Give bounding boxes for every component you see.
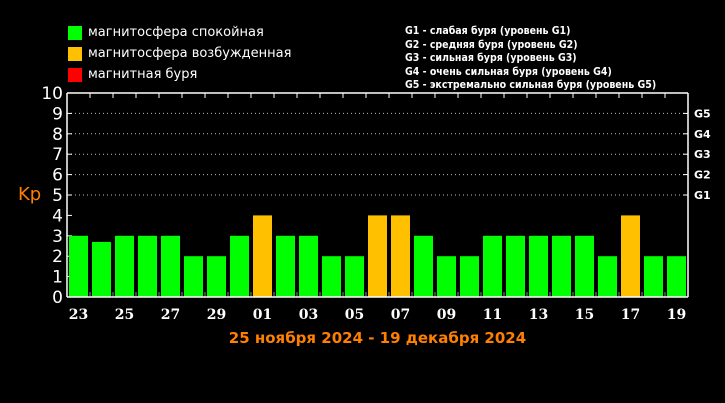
bar-09 (437, 256, 456, 297)
y-tick-label: 5 (52, 186, 63, 206)
bar-26 (138, 235, 157, 297)
legend: магнитосфера спокойная магнитосфера возб… (68, 22, 291, 85)
right-tick-label: G3 (694, 148, 711, 161)
legend-label: магнитосфера спокойная (88, 25, 264, 40)
bar-27 (161, 235, 180, 297)
y-axis-label: Kp (18, 184, 41, 205)
bar-03 (299, 235, 318, 297)
bar-08 (414, 235, 433, 297)
y-tick-label: 6 (52, 166, 63, 186)
g-level-2: G2 - средняя буря (уровень G2) (405, 38, 578, 51)
x-tick-label: 29 (207, 307, 226, 323)
bar-02 (276, 235, 295, 297)
g-level-5: G5 - экстремально сильная буря (уровень … (405, 79, 657, 91)
right-tick-label: G5 (694, 107, 711, 120)
right-tick-label: G2 (694, 169, 711, 182)
legend-swatch-orange (68, 46, 82, 61)
bar-15 (575, 235, 594, 297)
bar-28 (184, 256, 203, 297)
bar-17 (621, 215, 640, 297)
y-tick-label: 3 (52, 227, 63, 247)
bar-10 (460, 256, 479, 297)
bar-06 (368, 215, 387, 297)
bar-29 (207, 256, 226, 297)
x-tick-label: 07 (391, 307, 410, 323)
x-tick-label: 05 (345, 307, 364, 323)
bar-18 (644, 256, 663, 297)
g-level-4: G4 - очень сильная буря (уровень G4) (405, 65, 612, 78)
x-tick-label: 03 (299, 307, 318, 323)
y-tick-label: 10 (41, 84, 63, 104)
bar-01 (253, 215, 272, 297)
x-tick-label: 11 (483, 307, 502, 323)
g-levels-legend: G1 - слабая буря (уровень G1) G2 - средн… (405, 25, 656, 93)
legend-label: магнитосфера возбужденная (88, 46, 292, 61)
chart-title: 25 ноября 2024 - 19 декабря 2024 (229, 329, 526, 347)
legend-swatch-green (68, 25, 82, 40)
x-tick-label: 23 (69, 307, 88, 323)
x-tick-label: 27 (161, 307, 180, 323)
legend-label: магнитная буря (88, 67, 198, 82)
g-level-1: G1 - слабая буря (уровень G1) (405, 25, 571, 37)
x-tick-label: 09 (437, 307, 456, 323)
bar-05 (345, 256, 364, 297)
bar-30 (230, 235, 249, 297)
bar-12 (506, 235, 525, 297)
bar-13 (529, 235, 548, 297)
bar-04 (322, 256, 341, 297)
x-tick-label: 15 (575, 307, 594, 323)
bar-23 (69, 235, 88, 297)
legend-item-active: магнитосфера возбужденная (68, 43, 291, 64)
g-level-3: G3 - сильная буря (уровень G3) (405, 52, 577, 64)
bar-24 (92, 241, 111, 297)
y-tick-label: 9 (52, 104, 63, 124)
y-tick-label: 0 (52, 288, 63, 308)
bar-11 (483, 235, 502, 297)
bar-25 (115, 235, 134, 297)
x-tick-label: 01 (253, 307, 272, 323)
legend-item-quiet: магнитосфера спокойная (68, 22, 291, 43)
x-tick-label: 17 (621, 307, 640, 323)
x-tick-label: 13 (529, 307, 548, 323)
legend-item-storm: магнитная буря (68, 64, 291, 85)
right-tick-label: G1 (694, 189, 711, 202)
y-tick-label: 8 (52, 125, 63, 145)
bar-14 (552, 235, 571, 297)
y-tick-label: 7 (52, 145, 63, 165)
y-tick-label: 4 (52, 206, 63, 226)
y-tick-label: 1 (52, 268, 63, 288)
bar-19 (667, 256, 686, 297)
bar-16 (598, 256, 617, 297)
legend-swatch-red (68, 67, 82, 82)
y-tick-label: 2 (52, 247, 63, 267)
right-tick-label: G4 (694, 128, 711, 141)
x-tick-label: 25 (115, 307, 134, 323)
bar-07 (391, 215, 410, 297)
x-tick-label: 19 (667, 307, 686, 323)
